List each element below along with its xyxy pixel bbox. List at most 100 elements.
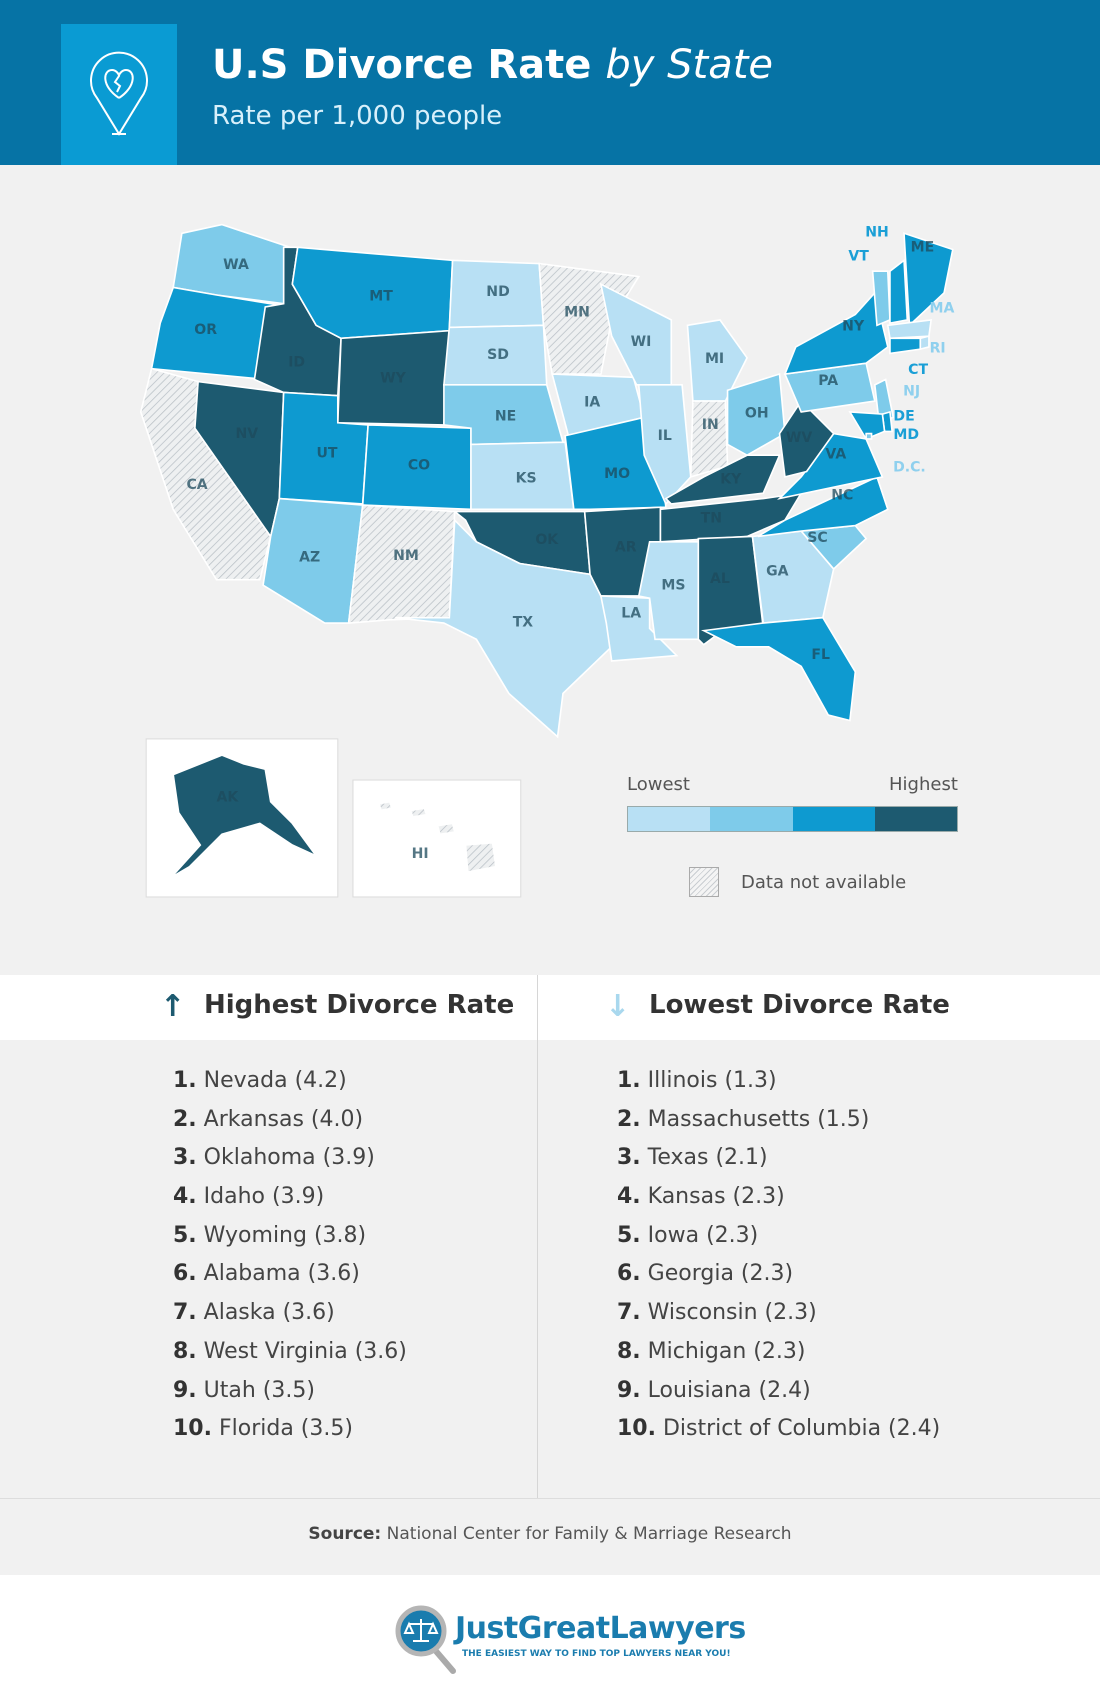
- broken-heart-pin-icon: [90, 51, 148, 136]
- state-label: MD: [893, 427, 919, 443]
- state-rate: Alaska (3.6): [196, 1300, 335, 1326]
- state-label: KS: [516, 470, 537, 486]
- header-icon-box: [61, 24, 177, 165]
- state-ny: [783, 291, 889, 376]
- rank: 3.: [173, 1145, 197, 1171]
- state-rate: West Virginia (3.6): [196, 1338, 407, 1364]
- legend-tier-4: [874, 807, 957, 831]
- state-label: AZ: [299, 549, 320, 565]
- list-item: 2. Arkansas (4.0): [173, 1107, 407, 1146]
- magnifier-scales-logo-icon: [395, 1605, 456, 1674]
- state-label: OR: [194, 322, 217, 338]
- rank: 2.: [617, 1106, 641, 1132]
- page-title: U.S Divorce Rate by State: [212, 42, 773, 88]
- logo-name: JustGreatLawyers: [455, 1611, 746, 1646]
- state-rate: Wyoming (3.8): [196, 1222, 367, 1248]
- state-rate: Nevada (4.2): [196, 1068, 347, 1093]
- state-label: MT: [369, 288, 393, 304]
- state-label: MO: [604, 466, 630, 482]
- state-label: FL: [811, 647, 830, 663]
- legend-lowest-label: Lowest: [627, 774, 690, 795]
- highest-title: Highest Divorce Rate: [204, 990, 515, 1020]
- rank: 10.: [173, 1416, 212, 1442]
- state-ky: [664, 454, 781, 505]
- state-label: MN: [564, 305, 590, 321]
- state-tx: [395, 518, 619, 739]
- rank: 2.: [173, 1106, 197, 1132]
- state-dc: [865, 432, 873, 440]
- state-label: IA: [584, 395, 600, 411]
- state-rate: Idaho (3.9): [196, 1184, 325, 1210]
- state-label: AL: [710, 571, 730, 587]
- state-oh: [726, 372, 786, 457]
- rank: 4.: [173, 1184, 197, 1210]
- state-label: DE: [893, 409, 914, 425]
- logo-tagline: THE EASIEST WAY TO FIND TOP LAWYERS NEAR…: [462, 1649, 731, 1659]
- state-rate: Alabama (3.6): [196, 1261, 360, 1287]
- state-label: MA: [929, 300, 954, 316]
- arrow-up-icon: ↑: [160, 989, 186, 1024]
- legend-tier-2: [710, 807, 793, 831]
- list-item: 1. Illinois (1.3): [617, 1068, 940, 1107]
- state-label: IL: [658, 428, 672, 444]
- state-label: WY: [380, 371, 407, 387]
- state-mi: [686, 319, 748, 402]
- state-label: SC: [807, 530, 827, 546]
- list-item: 9. Louisiana (2.4): [617, 1378, 940, 1417]
- state-md: [848, 411, 886, 441]
- rank: 4.: [617, 1184, 641, 1210]
- state-label: TX: [513, 614, 534, 630]
- list-item: 1. Nevada (4.2): [173, 1068, 407, 1107]
- list-item: 7. Wisconsin (2.3): [617, 1300, 940, 1339]
- state-label: RI: [930, 340, 946, 356]
- state-label: NC: [831, 488, 853, 504]
- state-label: CO: [408, 457, 430, 473]
- rank: 9.: [617, 1377, 641, 1403]
- state-ct: [889, 337, 922, 355]
- list-item: 4. Kansas (2.3): [617, 1184, 940, 1223]
- state-label: ID: [288, 354, 305, 370]
- state-label: NJ: [903, 384, 920, 400]
- rank: 7.: [173, 1300, 197, 1326]
- lowest-title: Lowest Divorce Rate: [649, 990, 950, 1020]
- rank: 5.: [617, 1222, 641, 1248]
- rank: 3.: [617, 1145, 641, 1171]
- list-item: 10. Florida (3.5): [173, 1416, 407, 1455]
- state-label: LA: [621, 606, 641, 622]
- state-label: D.C.: [893, 459, 926, 475]
- list-item: 10. District of Columbia (2.4): [617, 1416, 940, 1455]
- state-rate: Massachusetts (1.5): [640, 1106, 870, 1132]
- state-rate: District of Columbia (2.4): [655, 1416, 941, 1442]
- state-label: AR: [615, 540, 637, 556]
- state-label: GA: [766, 563, 789, 579]
- state-label: WI: [631, 334, 652, 350]
- rank: 1.: [617, 1068, 641, 1093]
- hawaii-inset: [352, 779, 522, 898]
- list-item: 7. Alaska (3.6): [173, 1300, 407, 1339]
- state-ak: [170, 754, 319, 879]
- rank: 5.: [173, 1222, 197, 1248]
- rank: 7.: [617, 1300, 641, 1326]
- list-item: 3. Oklahoma (3.9): [173, 1145, 407, 1184]
- state-rate: Florida (3.5): [211, 1416, 353, 1442]
- state-rate: Louisiana (2.4): [640, 1377, 811, 1403]
- state-label: ME: [911, 240, 935, 256]
- legend-tier-3: [792, 807, 875, 831]
- state-label: NM: [393, 548, 419, 564]
- state-hi: [377, 800, 497, 874]
- list-item: 6. Alabama (3.6): [173, 1261, 407, 1300]
- state-rate: Utah (3.5): [196, 1377, 315, 1403]
- header: U.S Divorce Rate by State Rate per 1,000…: [0, 0, 1100, 165]
- state-label: KY: [720, 471, 742, 487]
- state-label: MI: [705, 351, 724, 367]
- us-map: WA OR CA NV ID MT WY UT CO AZ NM ND SD NE KS OK TX MN IA MO…: [139, 223, 954, 898]
- state-me: [903, 232, 954, 328]
- state-label: UT: [316, 445, 337, 461]
- state-fl: [700, 616, 857, 722]
- source-note: Source: National Center for Family & Mar…: [0, 1498, 1100, 1575]
- state-ri: [919, 335, 930, 351]
- state-label: IN: [702, 417, 719, 433]
- list-item: 5. Iowa (2.3): [617, 1223, 940, 1262]
- title-italic: by State: [605, 42, 774, 88]
- list-item: 9. Utah (3.5): [173, 1378, 407, 1417]
